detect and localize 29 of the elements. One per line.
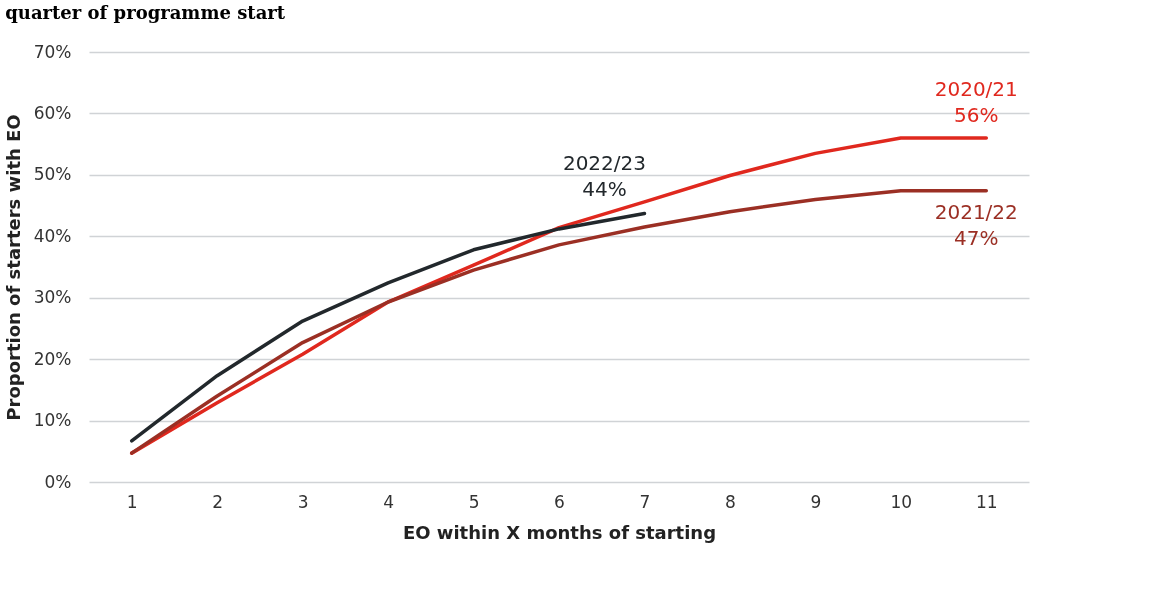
x-tick-label: 2 — [212, 491, 224, 512]
x-tick-label: 6 — [554, 491, 565, 512]
x-tick-label: 7 — [639, 491, 651, 512]
y-tick-label: 0% — [44, 471, 72, 492]
series-label: 2020/21 — [934, 77, 1018, 101]
y-axis-title: Proportion of starters with EO — [2, 114, 24, 421]
x-tick-label: 8 — [725, 491, 736, 512]
series-label: 2021/22 — [934, 199, 1018, 224]
y-tick-label: 10% — [33, 410, 72, 431]
series-label: 2022/23 — [562, 150, 646, 175]
chart-title: quarter of programme start — [5, 2, 286, 23]
x-tick-label: 10 — [890, 491, 913, 512]
line-series — [129, 211, 647, 443]
data-label: 56% — [954, 103, 999, 127]
y-tick-label: 70% — [33, 41, 72, 62]
x-tick-label: 3 — [297, 491, 309, 512]
y-tick-label: 30% — [33, 287, 72, 308]
y-tick-label: 60% — [33, 102, 72, 123]
y-tick-label: 40% — [33, 225, 72, 246]
data-label: 44% — [582, 176, 627, 201]
x-tick-label: 11 — [975, 491, 998, 512]
x-tick-label: 1 — [126, 491, 138, 512]
x-tick-label: 5 — [468, 491, 480, 512]
y-tick-label: 50% — [33, 164, 72, 185]
y-tick-label: 20% — [33, 348, 72, 369]
x-tick-label: 4 — [383, 491, 394, 512]
data-label: 47% — [954, 225, 999, 250]
x-tick-label: 9 — [810, 491, 822, 512]
x-axis-title: EO within X months of starting — [402, 521, 717, 543]
